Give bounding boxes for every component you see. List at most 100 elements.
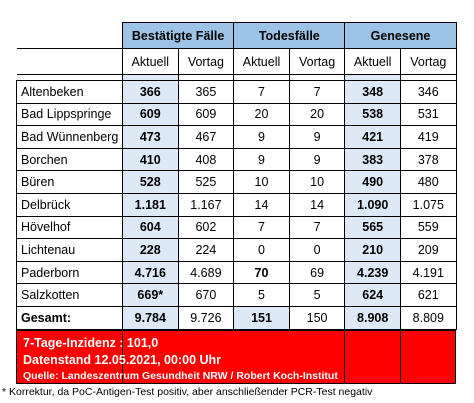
- table-row: Bad Lippspringe 609 609 20 20 538 531: [16, 102, 457, 127]
- table-row: Paderborn 4.716 4.689 70 69 4.239 4.191: [16, 260, 457, 285]
- municipality-name: Borchen: [16, 147, 123, 172]
- recovered-current: 421: [344, 125, 401, 149]
- group-header-row: Bestätigte Fälle Todesfälle Genesene: [16, 22, 457, 49]
- confirmed-current: 4.716: [122, 260, 179, 285]
- deaths-previous: 14: [288, 192, 346, 217]
- confirmed-current: 609: [122, 102, 179, 127]
- confirmed-previous: 4.689: [177, 260, 235, 285]
- deaths-current: 70: [233, 260, 290, 285]
- deaths-current: 7: [233, 80, 290, 104]
- confirmed-previous: 408: [177, 147, 235, 172]
- info-footer-box: 7-Tage-Inzidenz : 101,0 Datenstand 12.05…: [16, 330, 456, 384]
- recovered-previous: 4.191: [399, 260, 457, 285]
- table-row: Altenbeken 366 365 7 7 348 346: [16, 80, 457, 104]
- total-recovered-previous: 8.809: [399, 305, 457, 330]
- spacer-cell: [16, 74, 123, 81]
- deaths-current: 14: [233, 192, 290, 217]
- corner-blank-cell: [16, 22, 123, 49]
- deaths-current: 9: [233, 125, 290, 149]
- confirmed-previous: 602: [177, 215, 235, 240]
- subheader-confirmed-previous: Vortag: [177, 48, 235, 75]
- deaths-previous: 5: [288, 283, 346, 307]
- municipality-name: Hövelhof: [16, 215, 123, 240]
- recovered-current: 624: [344, 283, 401, 307]
- correction-footnote: * Korrektur, da PoC-Antigen-Test positiv…: [2, 386, 373, 398]
- deaths-current: 9: [233, 147, 290, 172]
- municipality-name: Lichtenau: [16, 238, 123, 262]
- recovered-current: 383: [344, 147, 401, 172]
- header-recovered: Genesene: [344, 22, 457, 49]
- recovered-current: 1.090: [344, 192, 401, 217]
- recovered-previous: 480: [399, 170, 457, 194]
- recovered-current: 490: [344, 170, 401, 194]
- spacer-cell: [399, 74, 457, 81]
- footer-divider: [344, 331, 345, 383]
- deaths-current: 7: [233, 215, 290, 240]
- recovered-previous: 209: [399, 238, 457, 262]
- table-row: Büren 528 525 10 10 490 480: [16, 170, 457, 194]
- total-deaths-previous: 150: [288, 305, 346, 330]
- header-deaths: Todesfälle: [233, 22, 346, 49]
- deaths-previous: 0: [288, 238, 346, 262]
- deaths-current: 10: [233, 170, 290, 194]
- deaths-previous: 69: [288, 260, 346, 285]
- municipality-name: Salzkotten: [16, 283, 123, 307]
- total-confirmed-current: 9.784: [122, 305, 179, 330]
- incidence-text: 7-Tage-Inzidenz : 101,0: [23, 336, 159, 350]
- subheader-deaths-previous: Vortag: [288, 48, 346, 75]
- header-confirmed-cases: Bestätigte Fälle: [121, 22, 235, 49]
- recovered-current: 348: [344, 80, 401, 104]
- confirmed-current: 366: [122, 80, 179, 104]
- confirmed-current: 473: [122, 125, 179, 149]
- municipality-name: Bad Lippspringe: [16, 102, 123, 127]
- data-date-text: Datenstand 12.05.2021, 00:00 Uhr: [23, 353, 222, 367]
- deaths-previous: 7: [288, 215, 346, 240]
- sub-header-row: Aktuell Vortag Aktuell Vortag Aktuell Vo…: [16, 48, 457, 75]
- recovered-previous: 559: [399, 215, 457, 240]
- confirmed-previous: 365: [177, 80, 235, 104]
- municipality-name: Delbrück: [16, 192, 123, 217]
- deaths-current: 5: [233, 283, 290, 307]
- confirmed-current: 669*: [122, 283, 179, 307]
- recovered-current: 565: [344, 215, 401, 240]
- table-row: Lichtenau 228 224 0 0 210 209: [16, 238, 457, 262]
- deaths-previous: 9: [288, 125, 346, 149]
- corner-blank-cell: [16, 48, 123, 75]
- recovered-previous: 346: [399, 80, 457, 104]
- footer-divider: [400, 331, 401, 383]
- subheader-recovered-current: Aktuell: [344, 48, 401, 75]
- spacer-cell: [177, 74, 235, 81]
- confirmed-current: 604: [122, 215, 179, 240]
- source-text: Quelle: Landeszentrum Gesundheit NRW / R…: [23, 370, 338, 382]
- recovered-previous: 621: [399, 283, 457, 307]
- confirmed-previous: 670: [177, 283, 235, 307]
- subheader-recovered-previous: Vortag: [399, 48, 457, 75]
- recovered-current: 538: [344, 102, 401, 127]
- municipality-name: Paderborn: [16, 260, 123, 285]
- deaths-previous: 9: [288, 147, 346, 172]
- table-row: Hövelhof 604 602 7 7 565 559: [16, 215, 457, 240]
- confirmed-previous: 1.167: [177, 192, 235, 217]
- total-confirmed-previous: 9.726: [177, 305, 235, 330]
- recovered-current: 4.239: [344, 260, 401, 285]
- subheader-deaths-current: Aktuell: [233, 48, 290, 75]
- table-row: Delbrück 1.181 1.167 14 14 1.090 1.075: [16, 192, 457, 217]
- confirmed-previous: 467: [177, 125, 235, 149]
- total-recovered-current: 8.908: [344, 305, 401, 330]
- footer-text-block: 7-Tage-Inzidenz : 101,0 Datenstand 12.05…: [23, 335, 338, 383]
- deaths-current: 20: [233, 102, 290, 127]
- recovered-previous: 419: [399, 125, 457, 149]
- deaths-previous: 20: [288, 102, 346, 127]
- table-row: Bad Wünnenberg 473 467 9 9 421 419: [16, 125, 457, 149]
- recovered-previous: 378: [399, 147, 457, 172]
- footer-divider: [122, 331, 123, 383]
- table-row: Salzkotten 669* 670 5 5 624 621: [16, 283, 457, 307]
- deaths-previous: 7: [288, 80, 346, 104]
- deaths-current: 0: [233, 238, 290, 262]
- spacer-row: [16, 74, 457, 81]
- recovered-current: 210: [344, 238, 401, 262]
- total-deaths-current: 151: [233, 305, 290, 330]
- confirmed-current: 1.181: [122, 192, 179, 217]
- confirmed-current: 410: [122, 147, 179, 172]
- recovered-previous: 531: [399, 102, 457, 127]
